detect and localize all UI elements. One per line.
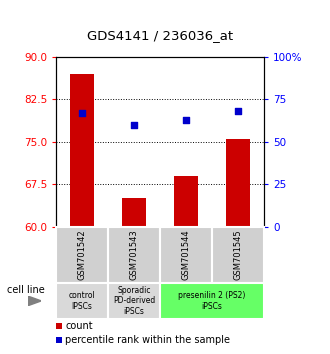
Bar: [56, 283, 108, 319]
Bar: [108, 283, 160, 319]
Text: presenilin 2 (PS2)
iPSCs: presenilin 2 (PS2) iPSCs: [178, 291, 246, 310]
Text: cell line: cell line: [7, 285, 44, 295]
Text: GDS4141 / 236036_at: GDS4141 / 236036_at: [87, 29, 233, 42]
Point: [235, 108, 241, 114]
Bar: [160, 283, 264, 319]
Point: [131, 122, 137, 127]
Polygon shape: [28, 296, 41, 306]
Bar: [174, 176, 198, 227]
Text: Sporadic
PD-derived
iPSCs: Sporadic PD-derived iPSCs: [113, 286, 155, 316]
Bar: [108, 227, 160, 283]
Text: GSM701544: GSM701544: [182, 229, 190, 280]
Text: control
IPSCs: control IPSCs: [69, 291, 95, 310]
Bar: [56, 227, 108, 283]
Bar: [122, 198, 146, 227]
Bar: [70, 74, 94, 227]
Bar: [212, 227, 264, 283]
Text: GSM701545: GSM701545: [234, 229, 243, 280]
Point: [183, 117, 189, 122]
Text: GSM701543: GSM701543: [130, 229, 139, 280]
Bar: [226, 139, 250, 227]
Text: count: count: [65, 321, 93, 331]
Point: [80, 110, 85, 115]
Text: GSM701542: GSM701542: [78, 229, 86, 280]
Bar: [160, 227, 212, 283]
Text: percentile rank within the sample: percentile rank within the sample: [65, 335, 230, 345]
